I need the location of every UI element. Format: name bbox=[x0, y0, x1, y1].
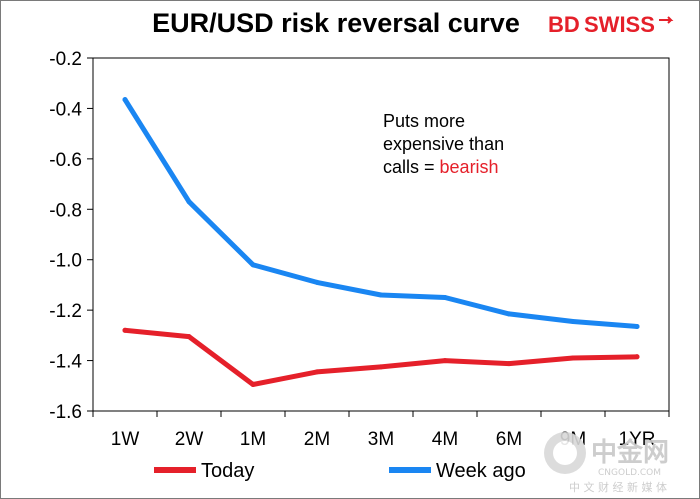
y-axis: -0.2 -0.4 -0.6 -0.8 -1.0 -1.2 -1.4 -1.6 bbox=[49, 49, 93, 423]
data-point bbox=[506, 311, 512, 317]
data-point bbox=[314, 279, 320, 285]
watermark-small: CNGOLD.COM bbox=[598, 468, 661, 478]
annotation: Puts more expensive than calls = bearish bbox=[383, 111, 504, 177]
watermark-coin-inner bbox=[553, 441, 577, 465]
watermark-cn: 中 文 财 经 新 媒 体 bbox=[569, 480, 667, 494]
x-tick-label: 1M bbox=[240, 429, 266, 450]
annotation-highlight: bearish bbox=[440, 157, 499, 177]
annotation-line-3: calls = bearish bbox=[383, 157, 499, 177]
y-tick-label: -1.2 bbox=[49, 301, 82, 322]
x-tick-label: 6M bbox=[496, 429, 522, 450]
x-axis: 1W2W1M2M3M4M6M9M1YR bbox=[92, 411, 670, 450]
y-tick-label: -1.0 bbox=[49, 251, 82, 272]
data-point bbox=[442, 358, 448, 364]
annotation-line-1: Puts more bbox=[383, 111, 465, 131]
y-tick-label: -0.2 bbox=[49, 49, 82, 70]
brand-arrow-icon bbox=[659, 16, 674, 24]
data-point bbox=[634, 324, 640, 330]
y-tick-label: -0.6 bbox=[49, 150, 82, 171]
annotation-prefix: calls = bbox=[383, 157, 440, 177]
legend-label-week-ago: Week ago bbox=[436, 460, 526, 482]
x-tick-label: 2W bbox=[175, 429, 204, 450]
x-tick-label: 3M bbox=[368, 429, 394, 450]
y-tick-label: -0.8 bbox=[49, 200, 82, 221]
x-tick-label: 1YR bbox=[619, 429, 656, 450]
x-tick-label: 1W bbox=[111, 429, 140, 450]
watermark: 中金网 CNGOLD.COM 中 文 财 经 新 媒 体 bbox=[544, 432, 669, 494]
y-tick-label: -1.4 bbox=[49, 352, 82, 373]
brand-logo: BD SWISS bbox=[548, 12, 674, 37]
data-point bbox=[378, 292, 384, 298]
chart-title: EUR/USD risk reversal curve bbox=[152, 8, 520, 38]
data-point bbox=[314, 369, 320, 375]
y-tick-label: -1.6 bbox=[49, 402, 82, 423]
data-point bbox=[122, 97, 128, 103]
data-point bbox=[442, 295, 448, 301]
data-point bbox=[186, 334, 192, 340]
data-point bbox=[186, 199, 192, 205]
legend-label-today: Today bbox=[201, 460, 254, 482]
x-tick-label: 2M bbox=[304, 429, 330, 450]
data-point bbox=[122, 327, 128, 333]
data-point bbox=[570, 318, 576, 324]
data-point bbox=[570, 355, 576, 361]
data-point bbox=[250, 262, 256, 268]
x-tick-label: 4M bbox=[432, 429, 458, 450]
data-point bbox=[378, 364, 384, 370]
annotation-line-2: expensive than bbox=[383, 134, 504, 154]
legend: Today Week ago bbox=[154, 460, 526, 482]
plot-area bbox=[92, 57, 670, 412]
series-group bbox=[122, 97, 640, 388]
data-point bbox=[634, 354, 640, 360]
data-point bbox=[250, 382, 256, 388]
data-point bbox=[506, 361, 512, 367]
watermark-big: 中金网 bbox=[591, 437, 669, 468]
brand-logo-left: BD bbox=[548, 12, 580, 37]
y-tick-label: -0.4 bbox=[49, 99, 82, 120]
brand-logo-right: SWISS bbox=[584, 12, 655, 37]
